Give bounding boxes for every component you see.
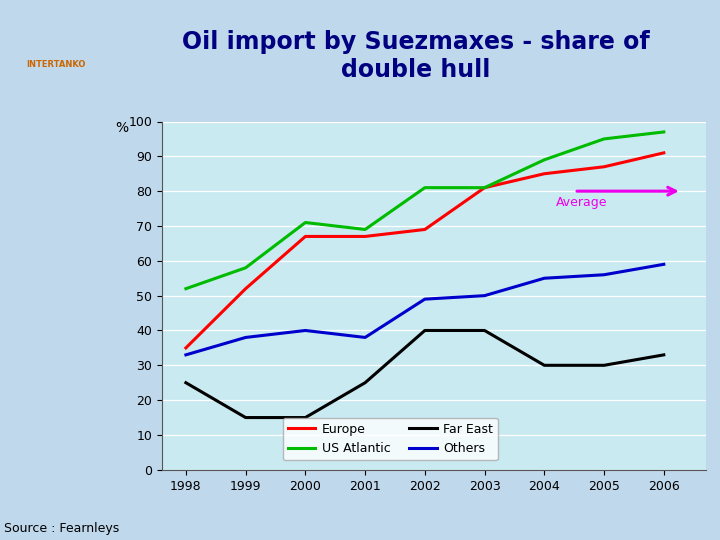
Text: Oil import by Suezmaxes - share of
double hull: Oil import by Suezmaxes - share of doubl… <box>182 30 649 82</box>
Legend: Europe, US Atlantic, Far East, Others: Europe, US Atlantic, Far East, Others <box>283 418 498 460</box>
Text: %: % <box>115 122 128 136</box>
Text: INTERTANKO: INTERTANKO <box>26 60 86 69</box>
Text: Average: Average <box>557 197 608 210</box>
Text: Source : Fearnleys: Source : Fearnleys <box>4 522 119 535</box>
